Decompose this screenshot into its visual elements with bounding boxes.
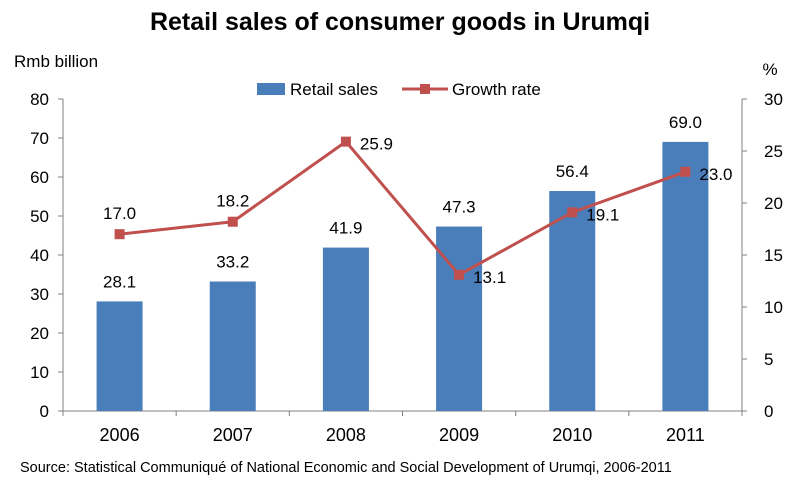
left-tick-label: 10 <box>30 363 49 382</box>
line-point <box>227 216 238 227</box>
chart-title: Retail sales of consumer goods in Urumqi <box>149 8 651 36</box>
x-tick-label: 2010 <box>552 425 592 445</box>
line-value-label: 25.9 <box>360 135 393 154</box>
line-value-label: 23.0 <box>699 165 732 184</box>
left-tick-label: 80 <box>30 90 49 109</box>
line-value-label: 17.0 <box>103 204 136 223</box>
bar <box>209 281 256 411</box>
legend-marker-growth-rate <box>420 84 430 94</box>
left-axis-unit: Rmb billion <box>14 52 98 71</box>
bar <box>96 301 143 411</box>
bar-value-label: 56.4 <box>556 162 589 181</box>
source-note: Source: Statistical Communiqué of Nation… <box>20 460 672 476</box>
x-tick-label: 2007 <box>213 425 253 445</box>
legend-swatch-retail-sales <box>257 83 285 95</box>
line-value-label: 19.1 <box>586 205 619 224</box>
right-tick-label: 20 <box>764 194 783 213</box>
right-tick-label: 25 <box>764 142 783 161</box>
left-tick-label: 40 <box>30 246 49 265</box>
line-point <box>114 229 125 240</box>
line-point <box>340 136 351 147</box>
x-tick-label: 2006 <box>100 425 140 445</box>
x-tick-label: 2011 <box>666 425 705 445</box>
bar-value-label: 28.1 <box>103 272 136 291</box>
legend-label-retail-sales: Retail sales <box>290 80 378 99</box>
bar-value-label: 69.0 <box>669 113 702 132</box>
line-point <box>454 269 465 280</box>
bar <box>322 247 369 411</box>
bar-value-label: 33.2 <box>216 253 249 272</box>
line-point <box>680 166 691 177</box>
line-point <box>567 207 578 218</box>
bar <box>549 191 596 411</box>
left-tick-label: 70 <box>30 129 49 148</box>
bar <box>662 141 709 411</box>
x-tick-label: 2008 <box>326 425 366 445</box>
line-value-label: 13.1 <box>473 268 506 287</box>
left-tick-label: 0 <box>40 402 49 421</box>
left-tick-label: 50 <box>30 207 49 226</box>
legend-label-growth-rate: Growth rate <box>452 80 541 99</box>
x-tick-label: 2009 <box>439 425 479 445</box>
right-tick-label: 0 <box>764 402 773 421</box>
right-tick-label: 10 <box>764 298 783 317</box>
left-tick-label: 30 <box>30 285 49 304</box>
bar-value-label: 47.3 <box>443 198 476 217</box>
left-tick-label: 60 <box>30 168 49 187</box>
right-tick-label: 30 <box>764 90 783 109</box>
left-tick-label: 20 <box>30 324 49 343</box>
right-axis-unit: % <box>762 60 777 79</box>
bar-value-label: 41.9 <box>329 219 362 238</box>
right-tick-label: 15 <box>764 246 783 265</box>
line-value-label: 18.2 <box>216 192 249 211</box>
right-tick-label: 5 <box>764 350 773 369</box>
growth-rate-line <box>119 140 686 277</box>
